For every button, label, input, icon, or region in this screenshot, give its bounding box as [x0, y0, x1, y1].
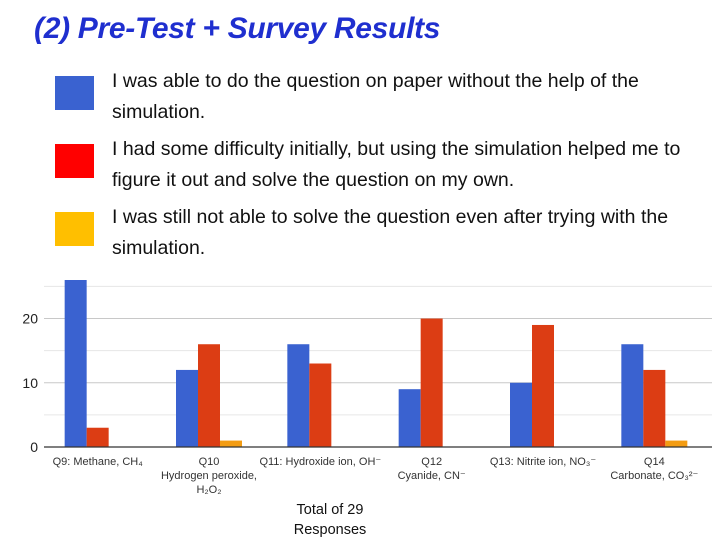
bar	[86, 427, 109, 447]
bar	[420, 318, 443, 447]
response-total-line-1: Total of 29	[296, 502, 364, 518]
x-category-label: Q10	[199, 456, 220, 468]
bar	[176, 369, 198, 447]
bar-chart: 0 10 20 Q9: Methane, CH₄ Q10 Hydrogen peroxid…	[22, 280, 712, 496]
x-category-label: Cyanide, CN⁻	[398, 470, 466, 482]
legend-text-not-solved: I was still not able to solve the questi…	[112, 206, 669, 259]
legend-text-no-help: I was able to do the question on paper w…	[112, 70, 639, 123]
legend-swatch-blue	[55, 76, 94, 110]
bar	[64, 280, 87, 447]
legend-text-helped: I had some difficulty initially, but usi…	[112, 138, 681, 191]
legend-swatch-red	[55, 144, 94, 178]
x-category-label: Q13: Nitrite ion, NO₃⁻	[490, 456, 596, 468]
bar	[398, 389, 421, 447]
x-category-label: Q12	[421, 456, 442, 468]
legend-item-not-solved: I was still not able to solve the questi…	[55, 202, 695, 266]
legend-item-no-help: I was able to do the question on paper w…	[55, 66, 695, 130]
x-category-label: Q14	[644, 456, 665, 468]
x-category-label: Carbonate, CO₃²⁻	[610, 470, 698, 482]
bar	[621, 344, 644, 447]
bar	[510, 382, 532, 447]
bar	[532, 324, 554, 447]
bar	[287, 344, 310, 447]
y-tick-label: 0	[30, 439, 38, 455]
bar	[309, 363, 332, 447]
x-category-label: Hydrogen peroxide,	[161, 470, 257, 482]
bar	[220, 440, 242, 447]
response-total-line-2: Responses	[293, 522, 367, 538]
bar	[665, 440, 688, 447]
bar	[198, 344, 220, 447]
x-category-label: Q9: Methane, CH₄	[53, 456, 144, 468]
legend-swatch-yellow	[55, 212, 94, 246]
x-category-label: Q11: Hydroxide ion, OH⁻	[259, 456, 381, 468]
legend-item-helped: I had some difficulty initially, but usi…	[55, 134, 695, 198]
x-category-label: H₂O₂	[196, 484, 221, 496]
slide-title: (2) Pre-Test + Survey Results	[34, 12, 441, 45]
y-tick-label: 20	[22, 311, 38, 327]
bar	[643, 369, 666, 447]
response-total: Total of 29 Responses	[280, 500, 380, 540]
y-tick-label: 10	[22, 375, 38, 391]
